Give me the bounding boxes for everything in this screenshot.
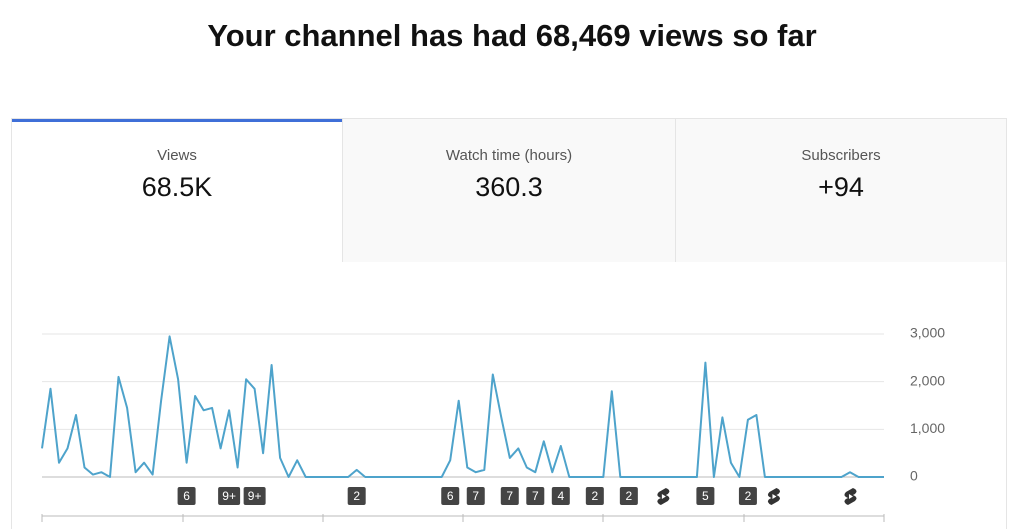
- upload-marker: [585, 487, 604, 505]
- tab[interactable]: Views 68.5K: [12, 119, 342, 262]
- views-line: [41, 335, 884, 478]
- upload-marker: [218, 487, 241, 505]
- upload-marker-label: 2: [745, 489, 752, 503]
- tab-value: +94: [818, 172, 864, 202]
- tab-value: 360.3: [475, 172, 543, 202]
- page-title: Your channel has had 68,469 views so far: [207, 18, 817, 53]
- y-tick-label: 3,000: [910, 325, 945, 341]
- y-tick-label: 0: [910, 468, 918, 484]
- upload-marker-label: 2: [591, 489, 598, 503]
- upload-marker-label: 6: [183, 489, 190, 503]
- shorts-play: [772, 494, 777, 499]
- shorts-marker: [844, 488, 857, 505]
- upload-marker: [500, 487, 519, 505]
- upload-marker-label: 2: [353, 489, 360, 503]
- upload-marker-label: 7: [506, 489, 513, 503]
- analytics-card: Views 68.5K Watch time (hours) 360.3 Subscri…: [11, 118, 1007, 529]
- tab-value: 68.5K: [141, 172, 213, 202]
- upload-marker: [347, 487, 366, 505]
- upload-marker: [619, 487, 638, 505]
- upload-marker: [696, 487, 715, 505]
- shorts-marker: [767, 488, 780, 505]
- tab[interactable]: Watch time (hours) 360.3: [342, 119, 675, 262]
- shorts-marker: [657, 488, 670, 505]
- tab[interactable]: Subscribers +94: [675, 119, 1006, 262]
- upload-marker-label: 2: [626, 489, 633, 503]
- upload-marker-label: 5: [702, 489, 709, 503]
- upload-marker-label: 6: [447, 489, 454, 503]
- upload-marker: [526, 487, 545, 505]
- tab-label: Watch time (hours): [445, 147, 573, 164]
- upload-marker: [551, 487, 570, 505]
- upload-marker-label: 9+: [222, 489, 236, 503]
- upload-marker-label: 4: [557, 489, 564, 503]
- tab-label: Subscribers: [801, 147, 881, 164]
- upload-marker: [177, 487, 196, 505]
- upload-marker-label: 7: [472, 489, 479, 503]
- upload-marker: [466, 487, 485, 505]
- tab-label: Views: [157, 147, 197, 164]
- upload-marker: [441, 487, 460, 505]
- upload-marker-label: 9+: [248, 489, 262, 503]
- shorts-play: [848, 494, 853, 499]
- y-tick-label: 1,000: [910, 420, 945, 436]
- shorts-play: [661, 494, 666, 499]
- upload-marker-label: 7: [532, 489, 539, 503]
- upload-marker: [738, 487, 757, 505]
- upload-marker: [243, 487, 266, 505]
- y-tick-label: 2,000: [910, 372, 945, 388]
